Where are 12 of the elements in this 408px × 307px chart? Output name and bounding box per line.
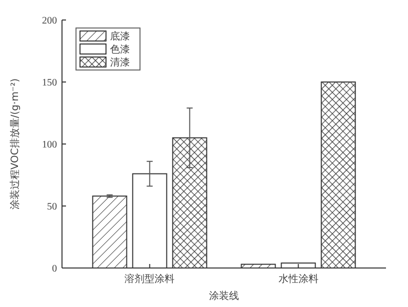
legend-label: 底漆 bbox=[110, 30, 130, 42]
y-tick-label: 200 bbox=[42, 16, 57, 26]
x-axis-title: 涂装线 bbox=[209, 290, 239, 302]
y-tick-label: 100 bbox=[42, 140, 57, 150]
y-tick-label: 50 bbox=[47, 202, 57, 212]
y-axis-title: 涂装过程VOC排放量/(g·m⁻²) bbox=[9, 78, 21, 210]
legend-label: 色漆 bbox=[110, 44, 130, 56]
y-tick-label: 150 bbox=[42, 78, 57, 88]
x-tick-label: 溶剂型涂料 bbox=[124, 273, 175, 285]
y-tick-label: 0 bbox=[52, 264, 57, 274]
x-tick-label: 水性涂料 bbox=[278, 273, 318, 285]
legend-label: 清漆 bbox=[110, 56, 130, 68]
